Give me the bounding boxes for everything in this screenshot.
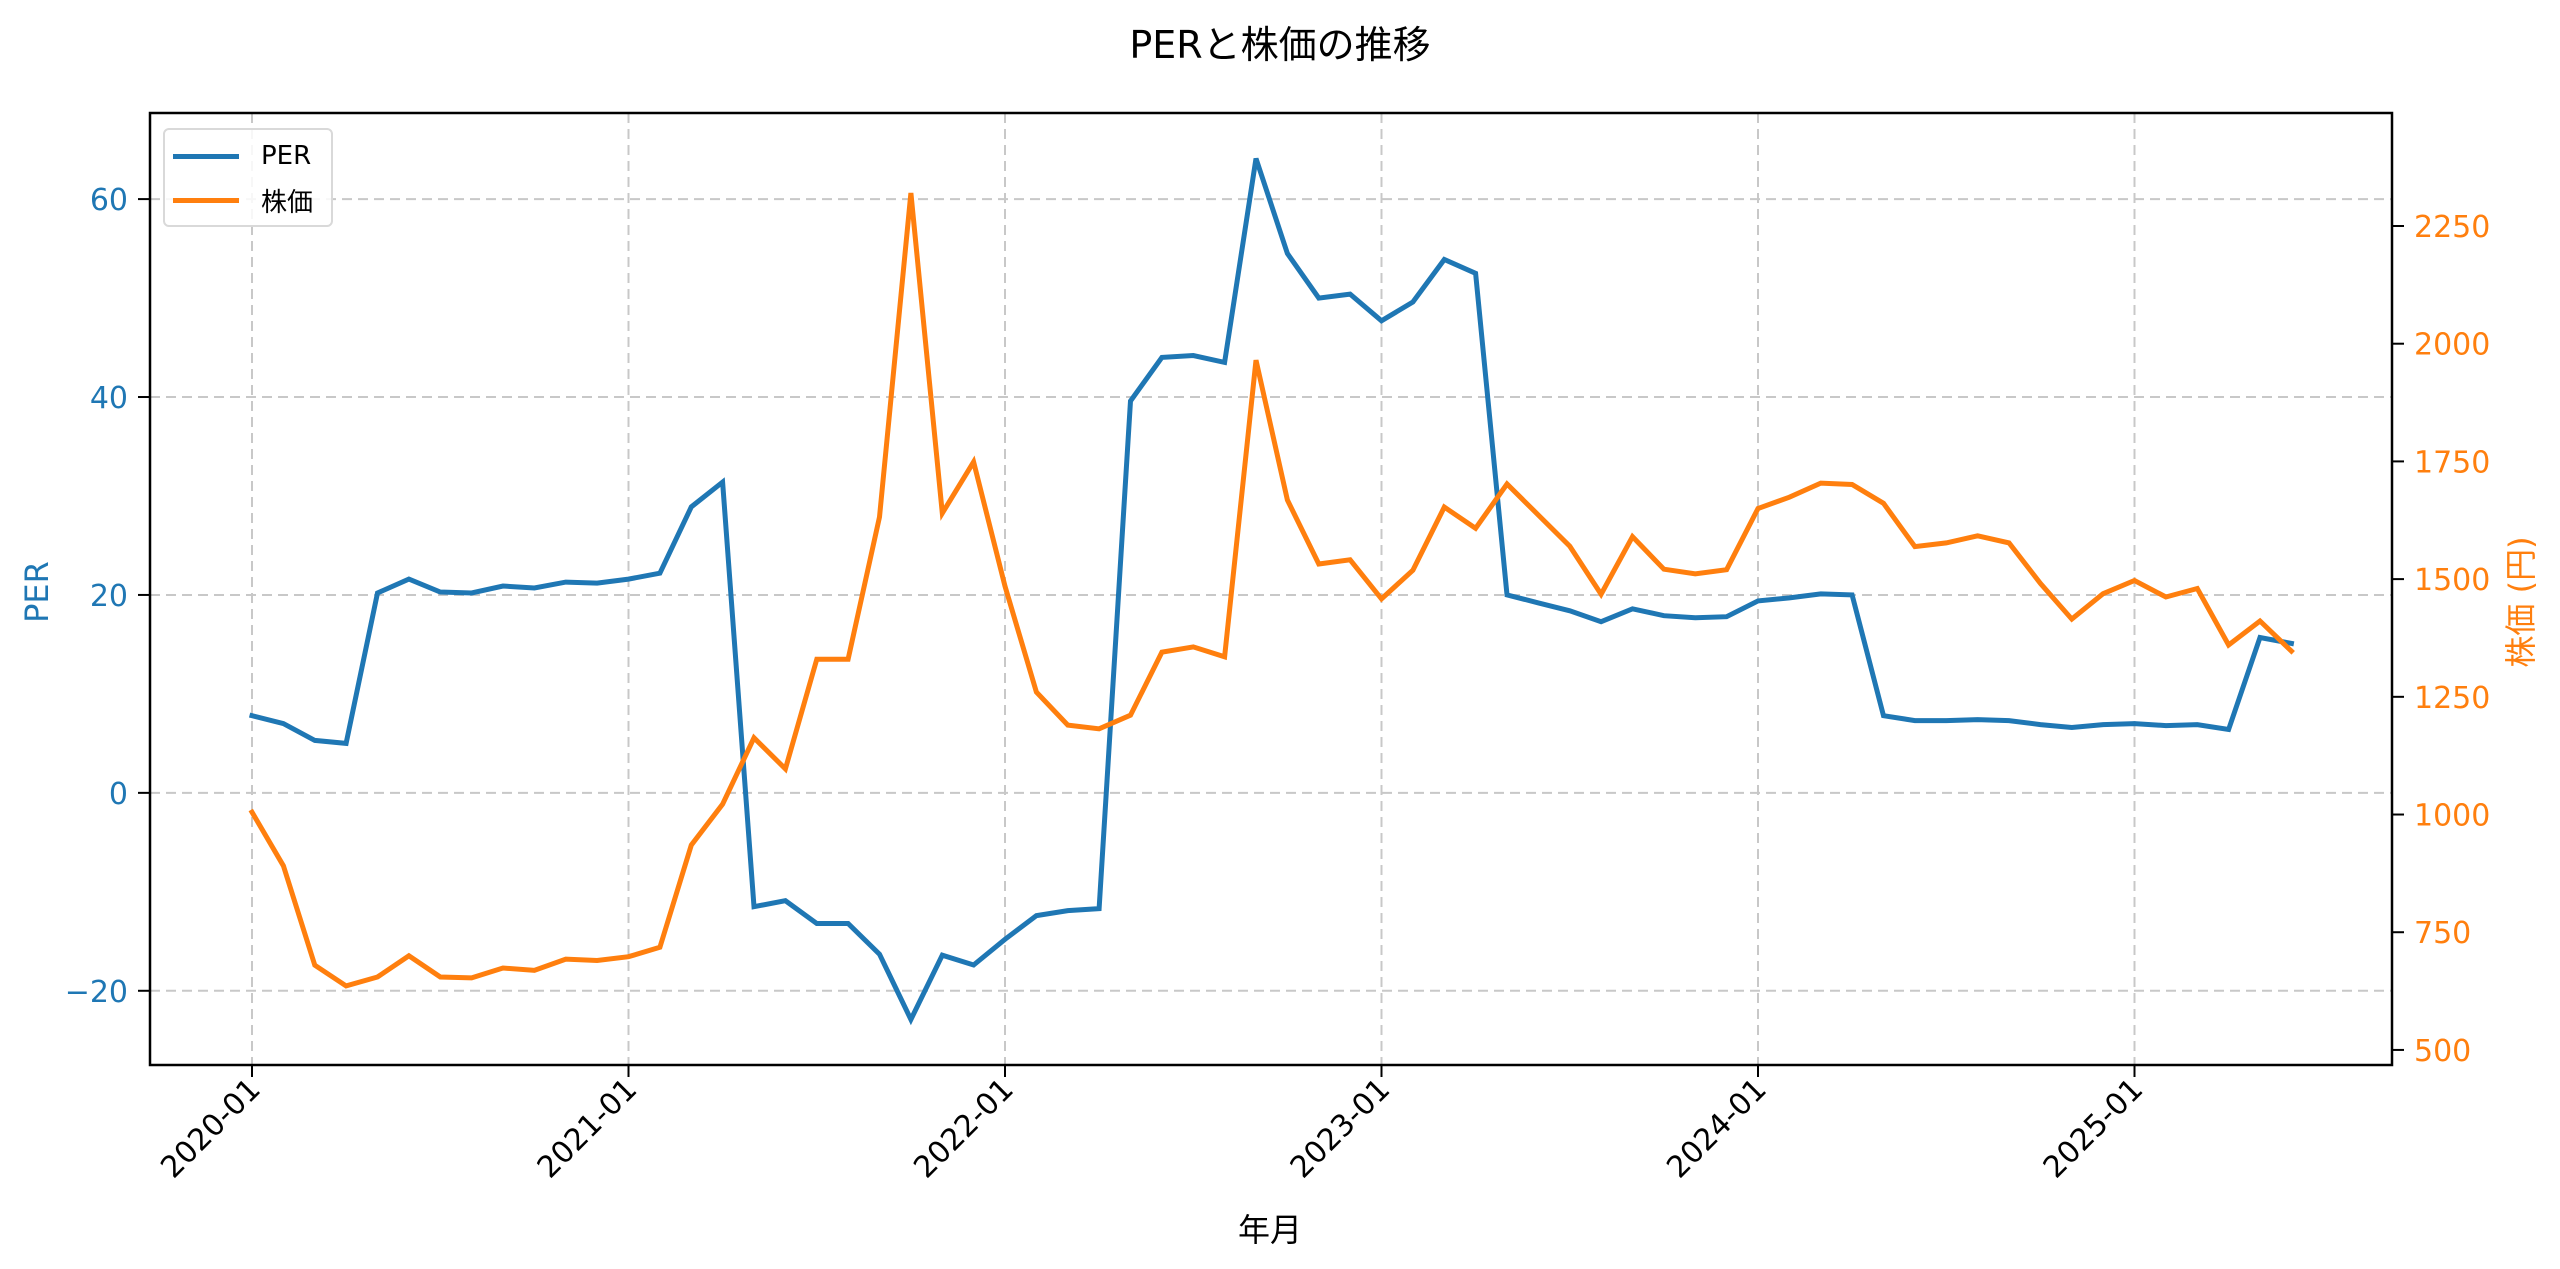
legend-item-price: 株価 — [173, 180, 313, 220]
legend-label-price: 株価 — [261, 187, 314, 218]
tick-labels: −20 0 20 40 60 2020-01 2021-01 2022-01 2023-01 20… — [65, 183, 2491, 1185]
axes — [138, 111, 2404, 1077]
y-tick-label-left: −20 — [65, 975, 128, 1010]
series-line-price — [248, 192, 2295, 989]
y-tick-label-right: 1250 — [2414, 681, 2490, 716]
y-tick-label-right: 1000 — [2414, 799, 2490, 834]
y-tick-label-right: 1750 — [2414, 445, 2490, 480]
x-tick-label: 2023-01 — [1284, 1072, 1397, 1185]
y-tick-label-left: 40 — [90, 381, 128, 416]
series-lines — [248, 157, 2295, 1026]
plot-frame — [148, 111, 2394, 1067]
legend-label-per: PER — [261, 141, 312, 171]
y-tick-label-right: 750 — [2414, 916, 2471, 951]
y-tick-label-right: 2000 — [2414, 328, 2490, 363]
x-tick-label: 2024-01 — [1660, 1072, 1773, 1185]
legend: PER 株価 — [163, 128, 333, 227]
legend-item-per: PER — [173, 136, 311, 176]
x-axis-label: 年月 — [1237, 1211, 1303, 1249]
y-tick-label-right: 500 — [2414, 1034, 2471, 1069]
x-tick-label: 2025-01 — [2037, 1072, 2150, 1185]
series-line-per — [248, 157, 2295, 1026]
x-tick-label: 2021-01 — [531, 1072, 644, 1185]
x-tick-label: 2020-01 — [154, 1072, 267, 1185]
y-tick-label-right: 2250 — [2414, 210, 2490, 245]
x-tick-label: 2022-01 — [907, 1072, 1020, 1185]
y-axis-label-left: PER — [18, 561, 56, 623]
y-tick-label-right: 1500 — [2414, 563, 2490, 598]
legend-line-per — [173, 153, 239, 159]
y-tick-label-left: 0 — [109, 777, 128, 812]
y-tick-label-left: 20 — [90, 579, 128, 614]
chart-title: PERと株価の推移 — [1129, 23, 1431, 67]
y-tick-label-left: 60 — [90, 183, 128, 218]
y-axis-label-right: 株価 (円) — [2502, 536, 2540, 668]
legend-line-price — [173, 197, 239, 203]
